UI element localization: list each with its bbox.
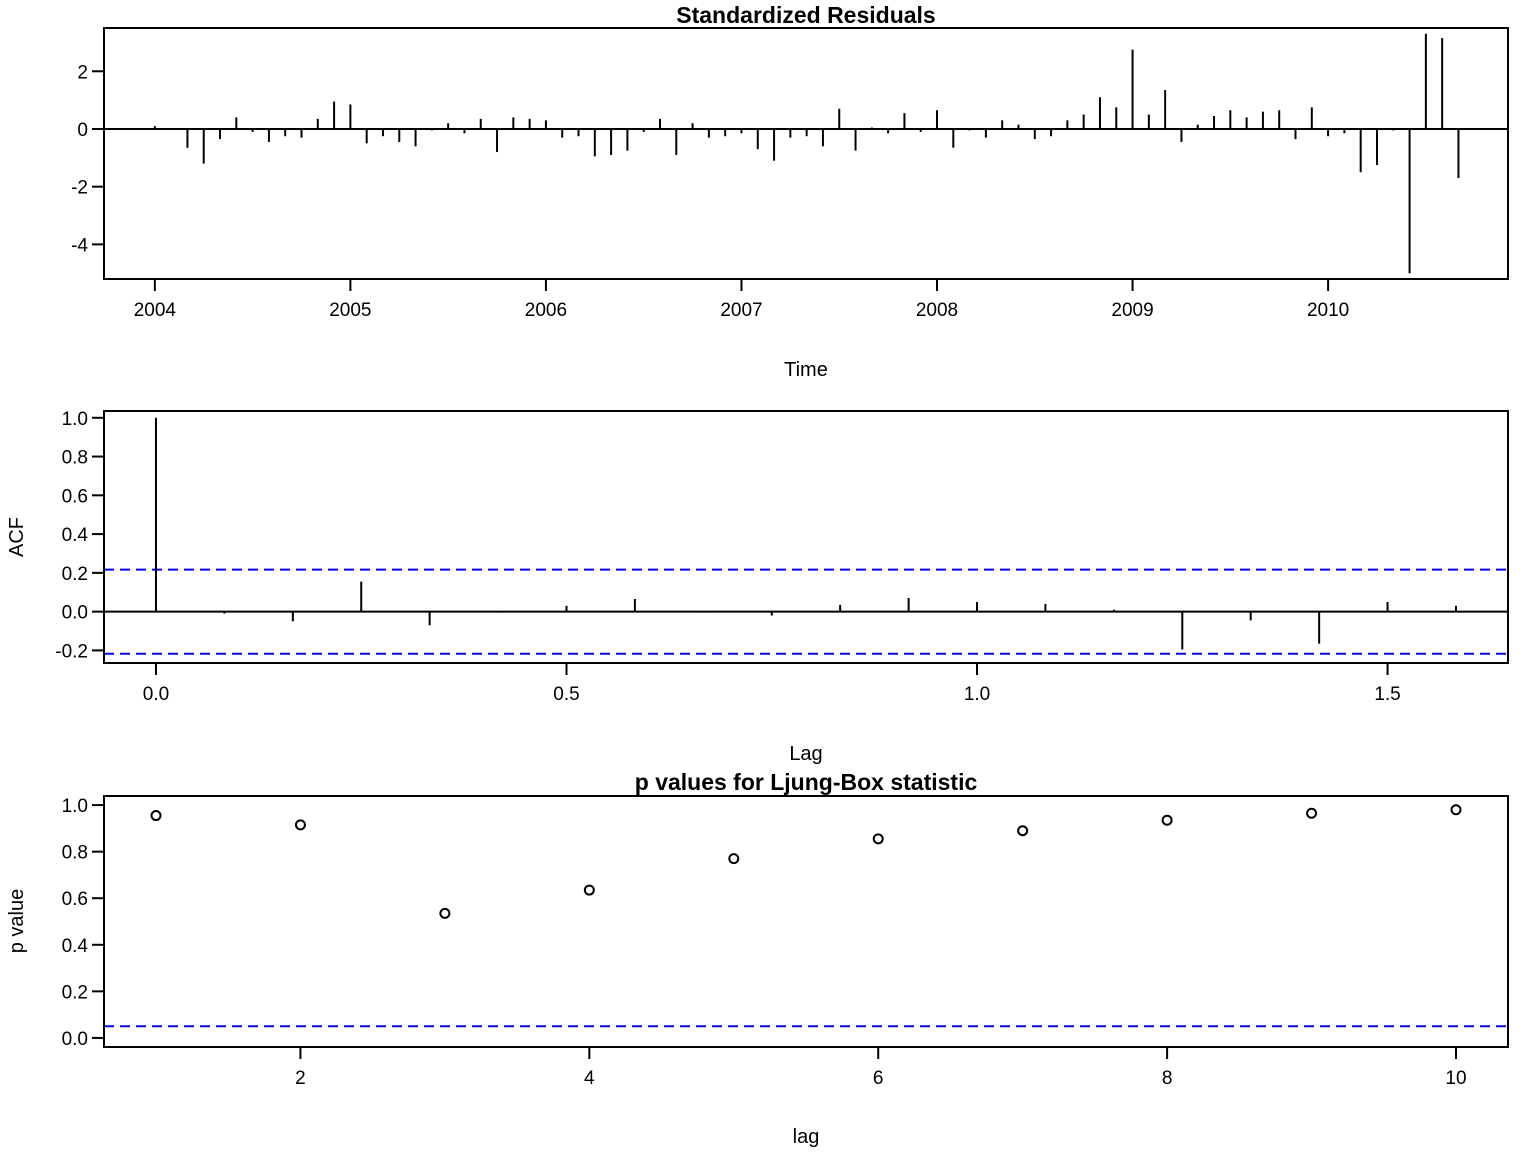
acf-y-tick-label: 0.0 (62, 603, 88, 624)
acf-y-axis-label: ACF (6, 517, 28, 557)
ljung-box-point (1450, 804, 1462, 816)
acf-y-tick-label: 0.2 (62, 564, 88, 585)
acf-y-tick-label: 0.4 (62, 525, 89, 546)
acf-plot-frame (103, 410, 1509, 664)
residuals-x-tick-label: 2008 (916, 300, 958, 321)
acf-spikes (104, 417, 1508, 655)
ljung-box-x-tick-label: 8 (1162, 1068, 1173, 1089)
residuals-x-tick-label: 2009 (1111, 300, 1153, 321)
residuals-x-tick-label: 2007 (720, 300, 762, 321)
residuals-x-ticks: 2004 2005 2006 2007 2008 2009 2010 (134, 279, 1349, 321)
residuals-y-tick-label: -4 (71, 235, 88, 256)
residuals-y-tick-label: 2 (77, 62, 88, 83)
ljung-box-point (1306, 807, 1318, 819)
ljung-box-point (728, 853, 740, 865)
ljung-box-point (150, 810, 162, 822)
residuals-x-tick-label: 2010 (1307, 300, 1349, 321)
residuals-panel: Standardized Residuals -4-202 2004 2005 20… (71, 2, 1509, 381)
ljung-box-y-tick-label: 0.8 (62, 843, 88, 864)
acf-x-tick-label: 0.0 (143, 684, 169, 705)
ljung-box-x-tick-label: 2 (295, 1068, 306, 1089)
ljung-box-plot-frame (103, 795, 1509, 1048)
residuals-plot-frame (103, 27, 1509, 280)
ljung-box-y-tick-label: 0.4 (62, 936, 89, 957)
ljung-box-y-ticks: 0.0 0.2 0.4 0.6 0.8 1.0 (62, 796, 104, 1050)
acf-y-tick-label: -0.2 (55, 641, 88, 662)
ljung-box-point (872, 833, 884, 845)
residuals-x-tick-label: 2004 (134, 300, 177, 321)
residuals-x-axis-label: Time (784, 359, 828, 381)
ljung-box-point (1017, 825, 1029, 837)
ljung-box-x-tick-label: 6 (873, 1068, 884, 1089)
ljung-box-point (583, 884, 595, 896)
residuals-y-tick-label: -2 (71, 178, 88, 199)
ljung-box-points (104, 804, 1508, 1028)
residuals-y-ticks: -4 -2 0 2 (71, 62, 104, 256)
residuals-spikes (104, 33, 1508, 274)
acf-x-tick-label: 0.5 (553, 684, 579, 705)
ljung-box-y-tick-label: 1.0 (62, 796, 88, 817)
residuals-x-tick-label: 2005 (329, 300, 371, 321)
residuals-x-tick-label: 2006 (525, 300, 567, 321)
acf-y-ticks: -0.2 0.0 0.2 0.4 0.6 0.8 1.0 (55, 409, 104, 662)
ljung-box-x-axis-label: lag (793, 1126, 820, 1148)
acf-x-ticks: 0.0 0.5 1.0 1.5 (143, 663, 1401, 705)
acf-x-axis-label: Lag (789, 743, 822, 765)
residuals-title: Standardized Residuals (676, 2, 935, 28)
ljung-box-y-tick-label: 0.2 (62, 982, 88, 1003)
ljung-box-x-tick-label: 10 (1445, 1068, 1466, 1089)
ljung-box-x-tick-label: 4 (584, 1068, 595, 1089)
residuals-y-tick-label: 0 (77, 120, 88, 141)
acf-y-tick-label: 0.6 (62, 486, 88, 507)
ljung-box-y-tick-label: 0.0 (62, 1029, 88, 1050)
ljung-box-x-ticks: 2 4 6 8 10 (295, 1047, 1467, 1089)
ljung-box-point (439, 907, 451, 919)
ljung-box-panel: p values for Ljung-Box statistic 0.00.20… (6, 769, 1509, 1148)
ljung-box-y-tick-label: 0.6 (62, 889, 88, 910)
ljung-box-title: p values for Ljung-Box statistic (635, 769, 978, 795)
acf-panel: -0.20.00.20.40.60.81.0 0.0 0.5 1.0 1.5 Lag … (6, 409, 1509, 765)
ljung-box-y-axis-label: p value (6, 889, 28, 954)
ljung-box-point (294, 819, 306, 831)
acf-y-tick-label: 0.8 (62, 448, 88, 469)
acf-x-tick-label: 1.5 (1374, 684, 1400, 705)
acf-y-tick-label: 1.0 (62, 409, 88, 430)
acf-x-tick-label: 1.0 (964, 684, 990, 705)
ljung-box-point (1161, 814, 1173, 826)
